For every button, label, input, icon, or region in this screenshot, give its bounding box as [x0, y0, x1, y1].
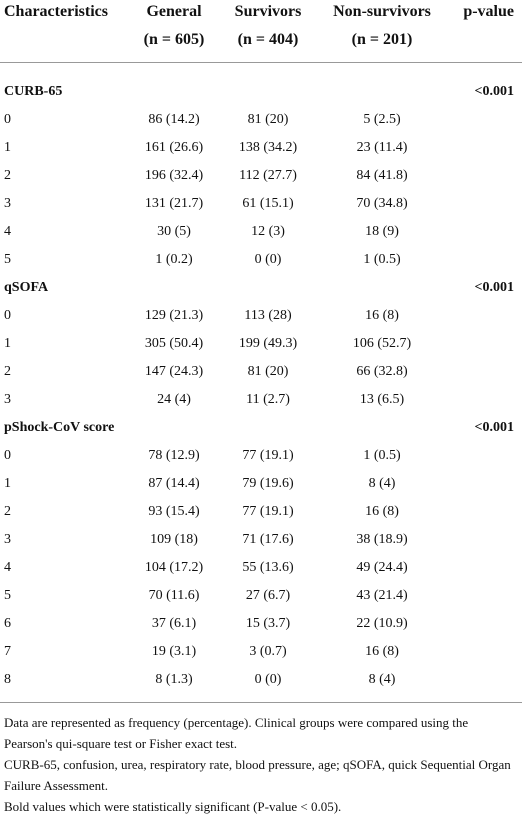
- footnotes: Data are represented as frequency (perce…: [4, 712, 516, 817]
- row-label: 7: [4, 644, 11, 659]
- data-cell: 106 (52.7): [352, 336, 412, 351]
- data-cell: 93 (15.4): [148, 504, 200, 519]
- data-cell: 3 (0.7): [249, 644, 287, 659]
- data-cell: 11 (2.7): [246, 392, 290, 407]
- data-cell: 13 (6.5): [359, 392, 405, 407]
- section-label: pShock-CoV score: [4, 420, 115, 435]
- data-cell: 27 (6.7): [245, 588, 291, 603]
- row-label: 3: [4, 196, 11, 211]
- data-cell: 71 (17.6): [242, 532, 294, 547]
- column-header: Non-survivors: [333, 3, 431, 20]
- data-cell: 22 (10.9): [356, 616, 408, 631]
- data-cell: 78 (12.9): [148, 448, 200, 463]
- data-cell: 1 (0.5): [363, 448, 401, 463]
- data-cell: 12 (3): [251, 224, 285, 239]
- column-header: Survivors: [234, 3, 302, 20]
- p-value: <0.001: [474, 84, 514, 99]
- row-label: 5: [4, 588, 11, 603]
- data-cell: 70 (34.8): [356, 196, 408, 211]
- data-cell: 5 (2.5): [363, 112, 401, 127]
- data-cell: 104 (17.2): [144, 560, 204, 575]
- data-cell: 15 (3.7): [245, 616, 291, 631]
- data-cell: 49 (24.4): [356, 560, 408, 575]
- data-cell: 30 (5): [157, 224, 191, 239]
- data-cell: 147 (24.3): [144, 364, 204, 379]
- data-cell: 8 (4): [368, 672, 396, 687]
- data-cell: 161 (26.6): [144, 140, 204, 155]
- footnote: CURB-65, confusion, urea, respiratory ra…: [4, 757, 511, 793]
- column-subheader: (n = 201): [351, 31, 413, 48]
- data-cell: 131 (21.7): [144, 196, 204, 211]
- row-label: 3: [4, 532, 11, 547]
- row-label: 8: [4, 672, 11, 687]
- data-cell: 77 (19.1): [242, 448, 294, 463]
- row-label: 2: [4, 504, 11, 519]
- data-cell: 84 (41.8): [356, 168, 408, 183]
- row-label: 2: [4, 168, 11, 183]
- data-cell: 16 (8): [365, 308, 399, 323]
- row-label: 2: [4, 364, 11, 379]
- row-label: 3: [4, 392, 11, 407]
- section-label: CURB-65: [4, 84, 63, 99]
- data-cell: 24 (4): [157, 392, 191, 407]
- data-cell: 19 (3.1): [151, 644, 197, 659]
- row-label: 0: [4, 448, 11, 463]
- data-cell: 305 (50.4): [144, 336, 204, 351]
- footnote: Data are represented as frequency (perce…: [4, 715, 469, 751]
- data-cell: 43 (21.4): [356, 588, 408, 603]
- data-cell: 0 (0): [254, 672, 282, 687]
- data-cell: 0 (0): [254, 252, 282, 267]
- row-label: 0: [4, 308, 11, 323]
- row-label: 0: [4, 112, 11, 127]
- data-cell: 70 (11.6): [148, 588, 200, 603]
- data-cell: 1 (0.5): [363, 252, 401, 267]
- data-cell: 8 (1.3): [155, 672, 193, 687]
- data-cell: 129 (21.3): [144, 308, 204, 323]
- data-cell: 109 (18): [150, 532, 198, 547]
- data-cell: 87 (14.4): [148, 476, 200, 491]
- row-label: 1: [4, 140, 11, 155]
- data-cell: 81 (20): [247, 112, 289, 127]
- data-cell: 16 (8): [365, 504, 399, 519]
- data-cell: 8 (4): [368, 476, 396, 491]
- data-cell: 1 (0.2): [155, 252, 193, 267]
- data-cell: 23 (11.4): [356, 140, 408, 155]
- row-label: 6: [4, 616, 11, 631]
- data-cell: 37 (6.1): [151, 616, 197, 631]
- column-subheader: (n = 404): [237, 31, 299, 48]
- data-cell: 86 (14.2): [148, 112, 200, 127]
- data-cell: 138 (34.2): [238, 140, 298, 155]
- data-cell: 199 (49.3): [238, 336, 298, 351]
- data-cell: 196 (32.4): [144, 168, 204, 183]
- section-label: qSOFA: [4, 280, 49, 295]
- data-cell: 16 (8): [365, 644, 399, 659]
- bottom-rule: [0, 702, 522, 703]
- data-cell: 55 (13.6): [242, 560, 294, 575]
- data-cell: 112 (27.7): [239, 168, 297, 183]
- row-label: 1: [4, 336, 11, 351]
- data-cell: 77 (19.1): [242, 504, 294, 519]
- header-rule: [0, 62, 522, 63]
- column-header: p-value: [463, 3, 514, 20]
- data-cell: 79 (19.6): [242, 476, 294, 491]
- data-cell: 66 (32.8): [356, 364, 408, 379]
- p-value: <0.001: [474, 280, 514, 295]
- p-value: <0.001: [474, 420, 514, 435]
- data-cell: 61 (15.1): [242, 196, 294, 211]
- data-cell: 113 (28): [244, 308, 292, 323]
- row-label: 5: [4, 252, 11, 267]
- data-cell: 38 (18.9): [356, 532, 408, 547]
- row-label: 4: [4, 224, 11, 239]
- column-header: General: [146, 3, 202, 20]
- row-label: 1: [4, 476, 11, 491]
- data-cell: 81 (20): [247, 364, 289, 379]
- data-cell: 18 (9): [365, 224, 399, 239]
- column-subheader: (n = 605): [143, 31, 205, 48]
- column-header: Characteristics: [4, 3, 108, 20]
- footnote: Bold values which were statistically sig…: [4, 799, 342, 814]
- row-label: 4: [4, 560, 11, 575]
